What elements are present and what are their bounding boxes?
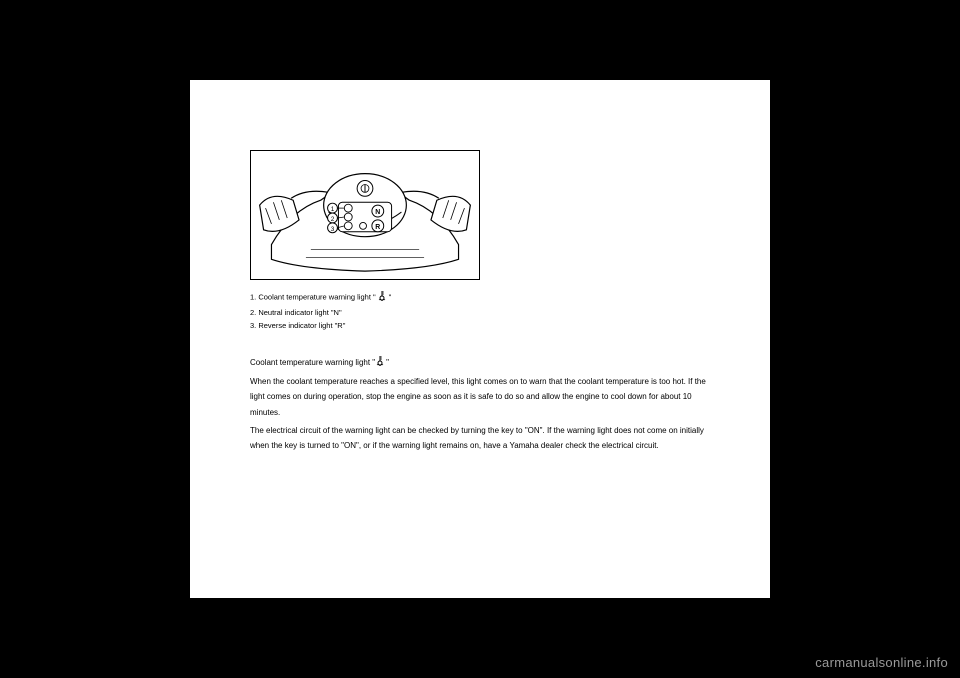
svg-text:1: 1 — [331, 206, 335, 213]
svg-text:N: N — [375, 209, 380, 216]
legend-item-2: 2. Neutral indicator light "N" — [250, 306, 391, 320]
heading-text-a: Coolant temperature warning light " — [250, 358, 375, 367]
svg-text:3: 3 — [331, 226, 335, 233]
svg-text:2: 2 — [331, 216, 335, 223]
body-text: Coolant temperature warning light " " Whe… — [250, 355, 710, 456]
heading-text-b: " — [386, 358, 389, 367]
diagram-svg: N R 1 2 3 — [251, 151, 479, 279]
svg-text:R: R — [375, 224, 380, 231]
thermometer-icon — [378, 290, 387, 306]
legend-item-3: 3. Reverse indicator light "R" — [250, 319, 391, 333]
legend-text-1a: 1. Coolant temperature warning light " — [250, 293, 376, 302]
thermometer-icon — [376, 355, 385, 371]
body-paragraph-2: The electrical circuit of the warning li… — [250, 423, 710, 453]
legend-text-1b: " — [389, 293, 392, 302]
manual-page: N R 1 2 3 1. Coolant temperature warning… — [190, 80, 770, 598]
watermark-text: carmanualsonline.info — [815, 655, 948, 670]
body-paragraph-1: When the coolant temperature reaches a s… — [250, 374, 710, 420]
body-heading: Coolant temperature warning light " " — [250, 355, 710, 371]
legend-item-1: 1. Coolant temperature warning light " " — [250, 290, 391, 306]
diagram-legend: 1. Coolant temperature warning light "" … — [250, 290, 391, 333]
handlebar-diagram: N R 1 2 3 — [250, 150, 480, 280]
